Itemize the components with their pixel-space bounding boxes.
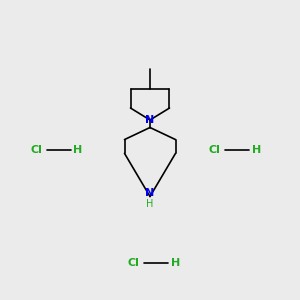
Text: N: N — [146, 188, 154, 198]
Text: Cl: Cl — [128, 257, 140, 268]
Text: H: H — [146, 199, 154, 209]
Text: H: H — [171, 257, 180, 268]
Text: N: N — [146, 115, 154, 125]
Text: Cl: Cl — [30, 145, 42, 155]
Text: Cl: Cl — [208, 145, 220, 155]
Text: H: H — [252, 145, 261, 155]
Text: H: H — [74, 145, 83, 155]
